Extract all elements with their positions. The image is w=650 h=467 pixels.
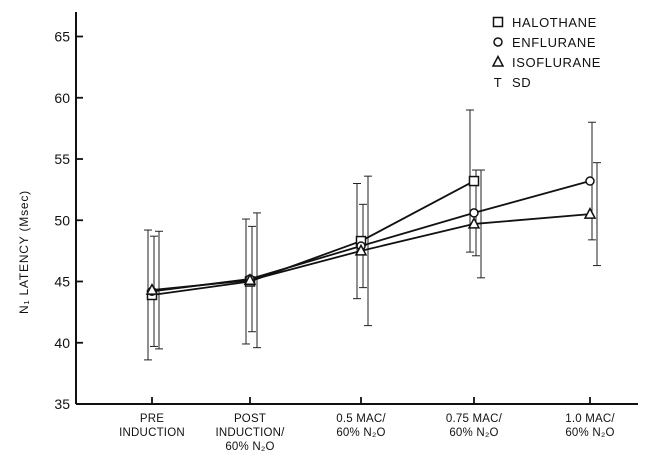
y-tick-label: 65	[54, 29, 70, 45]
data-point-isoflurane	[243, 273, 257, 286]
legend-symbol-sd: T	[494, 75, 503, 90]
x-tick-label: 0.5 MAC/	[336, 413, 386, 425]
data-point-halothane	[468, 175, 480, 187]
legend-label: HALOTHANE	[512, 15, 597, 30]
data-point-enflurane	[469, 208, 479, 218]
axes: 35 40 45 50 55 60 65 PRE INDUCTION POST INDUCTION/…	[54, 12, 638, 453]
legend-symbol-square	[492, 16, 504, 28]
y-tick-label: 45	[54, 274, 70, 290]
data-point-isoflurane	[583, 207, 597, 219]
legend-symbol-triangle	[491, 54, 505, 67]
series-line-isoflurane	[151, 213, 591, 291]
x-tick-label: 1.0 MAC/	[565, 413, 615, 425]
y-tick-label: 35	[54, 396, 70, 412]
data-point-enflurane	[585, 176, 595, 186]
x-tick-label: 60% N₂O	[225, 441, 274, 453]
x-tick-label: 60% N₂O	[336, 427, 385, 439]
legend: HALOTHANE ENFLURANE ISOFLURANE T SD	[491, 15, 601, 90]
y-tick-label: 50	[54, 212, 70, 228]
series-lines	[151, 180, 591, 296]
legend-label: ENFLURANE	[512, 35, 596, 50]
series-line-halothane	[151, 180, 475, 296]
data-point-isoflurane	[145, 282, 159, 295]
legend-symbol-circle	[493, 37, 503, 47]
y-axis-title: N₁ LATENCY (Msec)	[17, 190, 31, 314]
y-tick-label: 55	[54, 151, 70, 167]
x-tick-label: PRE	[140, 413, 164, 425]
x-tick-label: 60% N₂O	[565, 427, 614, 439]
y-tick-label: 60	[54, 90, 70, 106]
data-point-isoflurane	[354, 243, 368, 256]
x-tick-label: 0.75 MAC/	[446, 413, 503, 425]
data-point-isoflurane	[467, 216, 481, 229]
legend-label: SD	[512, 75, 531, 90]
x-tick-label: 60% N₂O	[449, 427, 498, 439]
x-tick-label: POST	[234, 413, 266, 425]
legend-label: ISOFLURANE	[512, 55, 601, 70]
y-tick-label: 40	[54, 335, 70, 351]
x-tick-label: INDUCTION/	[215, 427, 285, 439]
series-markers	[145, 175, 597, 301]
x-tick-label: INDUCTION	[119, 427, 185, 439]
